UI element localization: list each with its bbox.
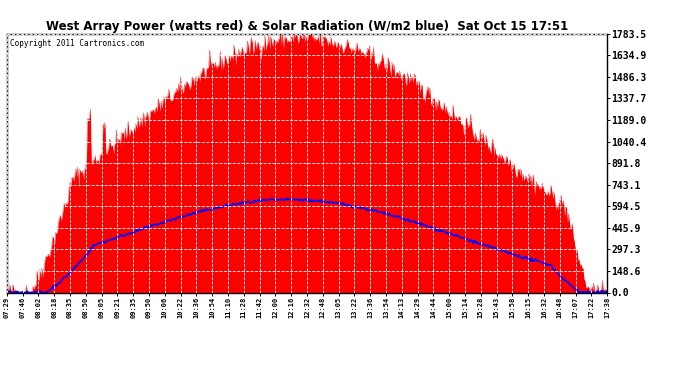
- Title: West Array Power (watts red) & Solar Radiation (W/m2 blue)  Sat Oct 15 17:51: West Array Power (watts red) & Solar Rad…: [46, 20, 568, 33]
- Text: Copyright 2011 Cartronics.com: Copyright 2011 Cartronics.com: [10, 39, 144, 48]
